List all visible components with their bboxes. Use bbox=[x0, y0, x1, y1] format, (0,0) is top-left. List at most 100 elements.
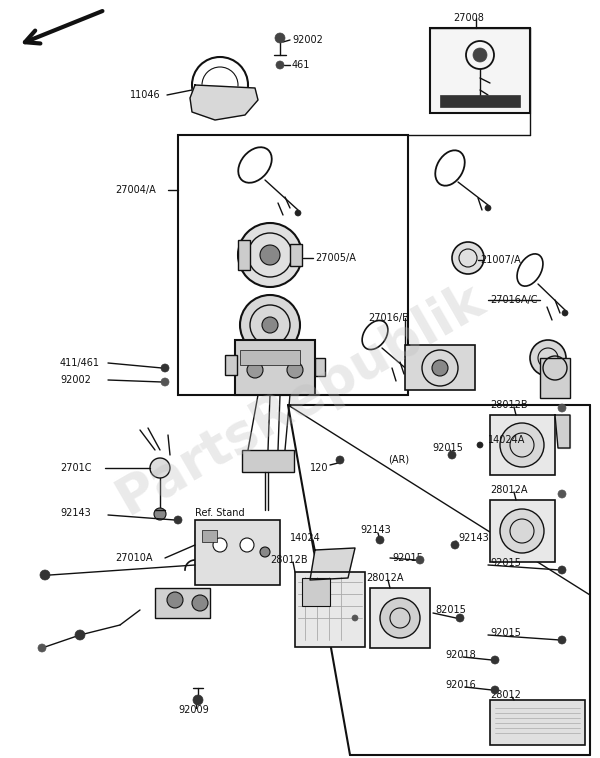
Circle shape bbox=[562, 310, 568, 316]
Circle shape bbox=[336, 456, 344, 464]
Circle shape bbox=[275, 33, 285, 43]
Text: 461: 461 bbox=[292, 60, 310, 70]
Polygon shape bbox=[555, 415, 570, 448]
Circle shape bbox=[380, 598, 420, 638]
Circle shape bbox=[500, 509, 544, 553]
Text: 27005/A: 27005/A bbox=[315, 253, 356, 263]
Circle shape bbox=[451, 541, 459, 549]
Bar bbox=[178, 135, 408, 395]
Circle shape bbox=[491, 656, 499, 664]
Circle shape bbox=[558, 636, 566, 644]
Text: 27008: 27008 bbox=[453, 13, 484, 23]
Text: 82015: 82015 bbox=[435, 605, 466, 615]
Circle shape bbox=[161, 364, 169, 372]
Text: 27016/B: 27016/B bbox=[368, 313, 409, 323]
Circle shape bbox=[240, 538, 254, 552]
Text: 2701C: 2701C bbox=[60, 463, 91, 473]
Circle shape bbox=[500, 423, 544, 467]
Circle shape bbox=[456, 614, 464, 622]
Circle shape bbox=[260, 245, 280, 265]
Circle shape bbox=[213, 538, 227, 552]
Bar bbox=[302, 578, 330, 606]
Bar bbox=[405, 345, 475, 390]
Circle shape bbox=[448, 451, 456, 459]
Circle shape bbox=[75, 630, 85, 640]
Bar bbox=[195, 520, 280, 585]
Circle shape bbox=[150, 458, 170, 478]
Text: 411/461: 411/461 bbox=[60, 358, 100, 368]
Text: 28012A: 28012A bbox=[366, 573, 404, 583]
Text: 28012: 28012 bbox=[490, 690, 521, 700]
Circle shape bbox=[558, 404, 566, 412]
Circle shape bbox=[174, 516, 182, 524]
Bar bbox=[225, 355, 237, 375]
Circle shape bbox=[287, 362, 303, 378]
Text: 92002: 92002 bbox=[60, 375, 91, 385]
Text: 120: 120 bbox=[310, 463, 329, 473]
Circle shape bbox=[473, 48, 487, 62]
Circle shape bbox=[432, 360, 448, 376]
Text: 11046: 11046 bbox=[130, 90, 161, 100]
Bar bbox=[490, 700, 585, 745]
Text: 92015: 92015 bbox=[490, 558, 521, 568]
Text: 14024: 14024 bbox=[290, 533, 321, 543]
Circle shape bbox=[530, 340, 566, 376]
Text: 92015: 92015 bbox=[490, 628, 521, 638]
Circle shape bbox=[452, 242, 484, 274]
Circle shape bbox=[193, 695, 203, 705]
Bar bbox=[295, 572, 365, 647]
Text: 28012B: 28012B bbox=[490, 400, 527, 410]
Text: 92143: 92143 bbox=[60, 508, 91, 518]
Text: 27004/A: 27004/A bbox=[115, 185, 156, 195]
Text: 92015: 92015 bbox=[392, 553, 423, 563]
Text: 92018: 92018 bbox=[445, 650, 476, 660]
Circle shape bbox=[154, 508, 166, 520]
Bar bbox=[202, 530, 217, 542]
Bar bbox=[440, 95, 520, 107]
Bar bbox=[290, 244, 302, 266]
Text: 92143: 92143 bbox=[458, 533, 489, 543]
Text: 28012B: 28012B bbox=[270, 555, 308, 565]
Polygon shape bbox=[190, 85, 258, 120]
Bar bbox=[490, 500, 555, 562]
Text: 28012A: 28012A bbox=[490, 485, 527, 495]
Text: 27016A/C: 27016A/C bbox=[490, 295, 538, 305]
Circle shape bbox=[477, 442, 483, 448]
Text: PartsRepublik: PartsRepublik bbox=[107, 274, 493, 526]
Circle shape bbox=[558, 566, 566, 574]
Bar bbox=[240, 350, 300, 365]
Bar bbox=[155, 588, 210, 618]
Bar bbox=[235, 340, 315, 395]
Text: 92143: 92143 bbox=[360, 525, 391, 535]
Circle shape bbox=[167, 592, 183, 608]
Bar bbox=[540, 358, 570, 398]
Circle shape bbox=[247, 362, 263, 378]
Bar bbox=[238, 240, 250, 270]
Circle shape bbox=[240, 295, 300, 355]
Circle shape bbox=[558, 490, 566, 498]
Circle shape bbox=[376, 536, 384, 544]
Text: 21007/A: 21007/A bbox=[480, 255, 521, 265]
Circle shape bbox=[416, 556, 424, 564]
Text: 92002: 92002 bbox=[292, 35, 323, 45]
Bar bbox=[242, 450, 294, 472]
Circle shape bbox=[192, 595, 208, 611]
Text: 92009: 92009 bbox=[178, 705, 209, 715]
Circle shape bbox=[161, 378, 169, 386]
Circle shape bbox=[260, 547, 270, 557]
Bar bbox=[370, 588, 430, 648]
Text: 92015: 92015 bbox=[432, 443, 463, 453]
Bar bbox=[430, 28, 530, 113]
Circle shape bbox=[491, 686, 499, 694]
Bar bbox=[315, 358, 325, 376]
Circle shape bbox=[352, 615, 358, 621]
Circle shape bbox=[485, 205, 491, 211]
Text: (AR): (AR) bbox=[388, 455, 409, 465]
Circle shape bbox=[40, 570, 50, 580]
Circle shape bbox=[238, 223, 302, 287]
Circle shape bbox=[262, 317, 278, 333]
Text: 92016: 92016 bbox=[445, 680, 476, 690]
Circle shape bbox=[295, 210, 301, 216]
Circle shape bbox=[38, 644, 46, 652]
Text: 27010A: 27010A bbox=[115, 553, 152, 563]
